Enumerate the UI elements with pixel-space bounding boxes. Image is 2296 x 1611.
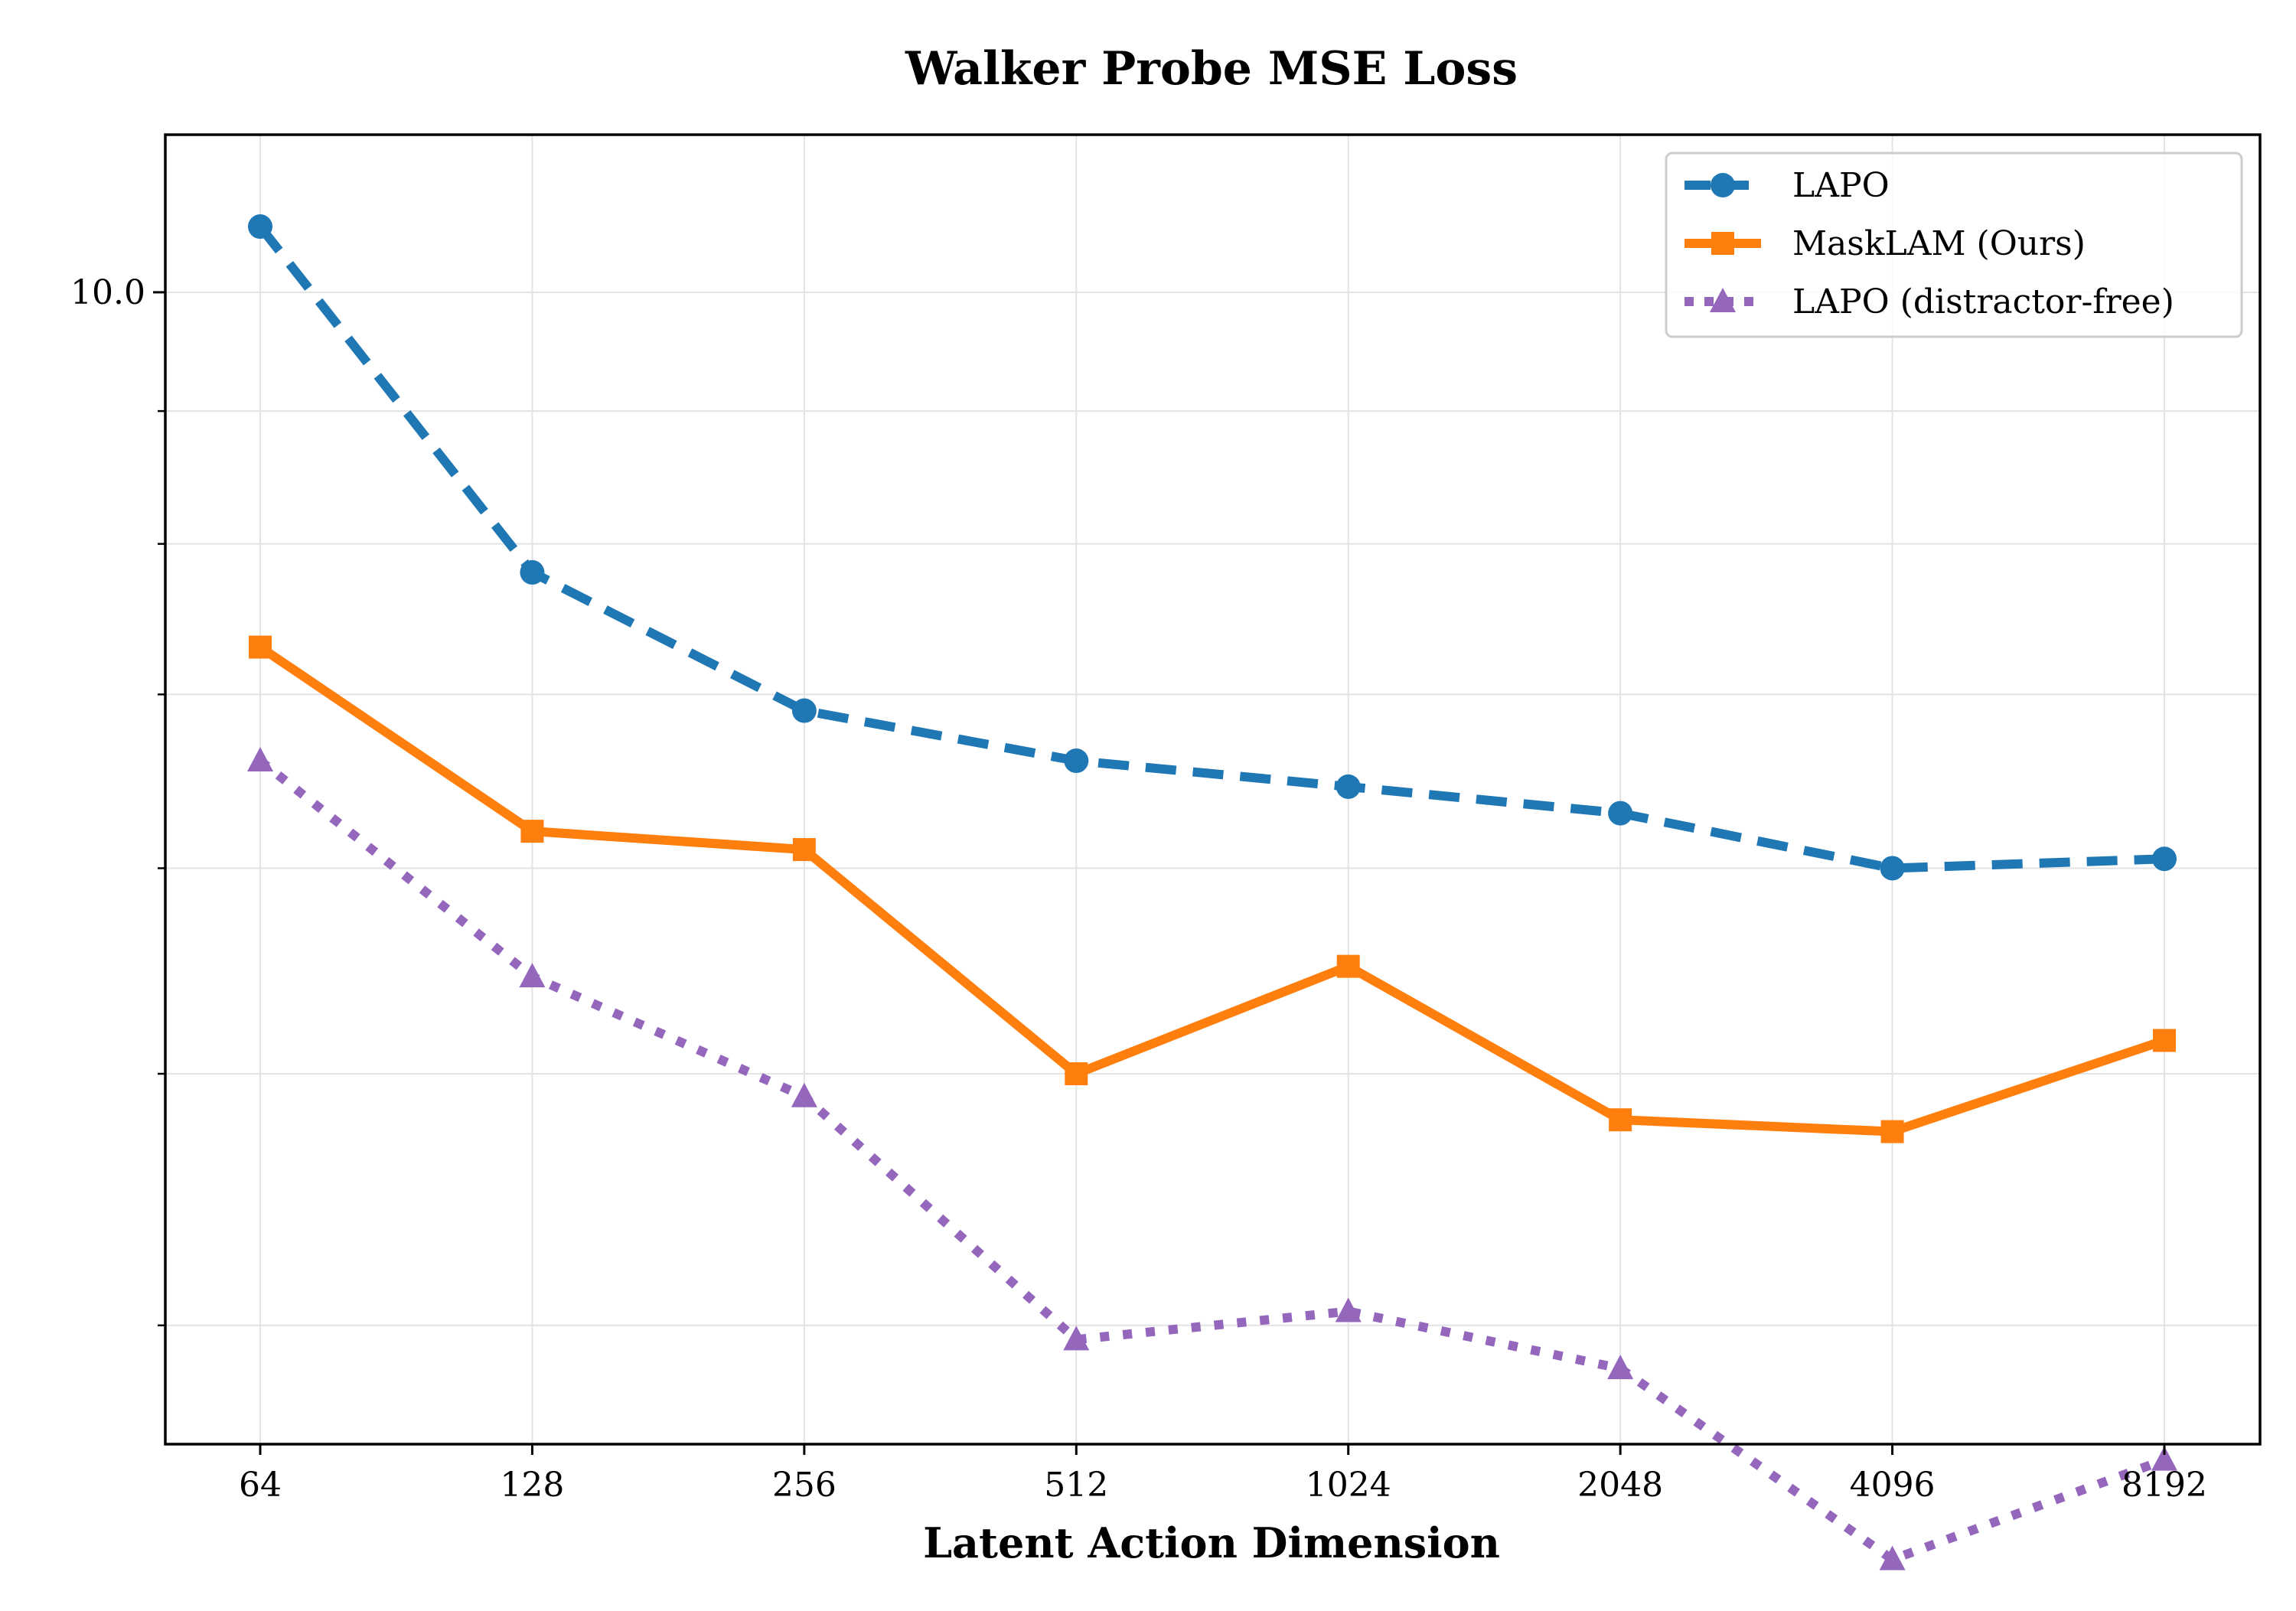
legend-marker: [1711, 173, 1735, 197]
legend-label: LAPO: [1792, 166, 1890, 205]
legend-marker: [1710, 288, 1736, 312]
x-axis: 64 128 256 512 1024 2048 4096 8192: [239, 1444, 2207, 1505]
data-point: [2151, 1446, 2177, 1471]
x-axis-label: Latent Action Dimension: [923, 1518, 1500, 1567]
x-tick-label: 8192: [2122, 1466, 2207, 1505]
data-point: [519, 963, 546, 988]
series-layer: [247, 214, 2177, 1570]
legend-label: LAPO (distractor-free): [1792, 282, 2174, 321]
data-point: [1336, 774, 1361, 799]
data-point: [2152, 846, 2177, 872]
data-point: [247, 747, 273, 772]
data-point: [1065, 1062, 1088, 1086]
y-axis: 10.0: [70, 273, 165, 1327]
data-point: [1608, 801, 1633, 826]
series-line: [257, 757, 2167, 1564]
data-point: [520, 820, 544, 843]
x-tick-label: 512: [1044, 1466, 1108, 1505]
plot-area-frame: [164, 133, 2262, 1446]
series-line: [256, 223, 2165, 873]
data-point: [791, 1082, 817, 1107]
series-lapo: [248, 214, 2177, 881]
data-point: [1609, 1108, 1632, 1132]
series-lapo-distractor-free: [247, 747, 2177, 1570]
data-point: [1880, 856, 1905, 881]
data-point: [2153, 1029, 2176, 1052]
series-line: [257, 643, 2166, 1137]
x-tick-label: 128: [500, 1466, 564, 1505]
x-tick-label: 2048: [1577, 1466, 1663, 1505]
data-point: [1879, 1545, 1906, 1570]
data-point: [791, 698, 817, 723]
x-tick-label: 4096: [1850, 1466, 1936, 1505]
legend-item: LAPO (distractor-free): [1684, 282, 2174, 321]
legend-marker: [1711, 232, 1734, 255]
legend-item: LAPO: [1684, 166, 1890, 205]
x-tick-label: 64: [239, 1466, 282, 1505]
data-point: [1063, 1326, 1090, 1351]
chart-title: Walker Probe MSE Loss: [905, 42, 1518, 96]
y-tick-label: 10.0: [70, 273, 145, 312]
x-tick-label: 1024: [1306, 1466, 1391, 1505]
data-point: [1335, 1297, 1362, 1322]
data-point: [248, 214, 272, 240]
data-point: [249, 635, 272, 659]
data-point: [792, 838, 816, 862]
data-point: [520, 559, 545, 585]
legend: LAPO MaskLAM (Ours) LAPO (distractor-free): [1665, 152, 2243, 338]
data-point: [1336, 954, 1360, 978]
legend-box: [1665, 152, 2243, 338]
legend-item: MaskLAM (Ours): [1684, 224, 2086, 263]
data-point: [1064, 748, 1089, 774]
series-masklam-ours: [249, 635, 2176, 1143]
data-point: [1880, 1120, 1904, 1143]
data-point: [1607, 1355, 1634, 1380]
legend-label: MaskLAM (Ours): [1792, 224, 2086, 263]
x-tick-label: 256: [772, 1466, 837, 1505]
